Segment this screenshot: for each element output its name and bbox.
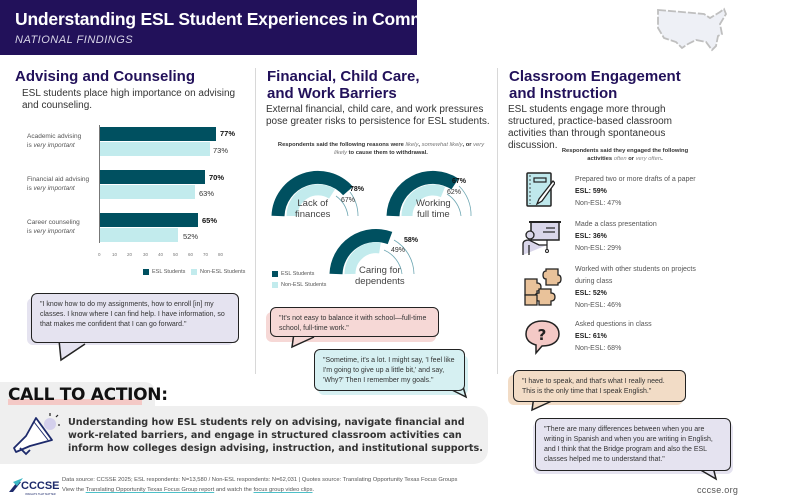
svg-text:CCCSE: CCCSE: [21, 480, 59, 492]
us-map-icon: [657, 7, 728, 52]
advising-description: ESL students place high importance on ad…: [22, 88, 236, 111]
megaphone-icon: [13, 413, 60, 456]
legend-non-esl: Non-ESL Students: [272, 282, 326, 288]
donut-esl-value: 58%: [404, 237, 419, 244]
cta-title: CALL TO ACTION:: [8, 385, 168, 405]
column-divider: [255, 68, 256, 374]
activity-drafts: Prepared two or more drafts of a paper E…: [575, 176, 696, 207]
footer-source: Data source: CCSSE 2025; ESL respondents…: [62, 477, 458, 493]
axis-tick: 60: [188, 252, 194, 257]
donut-esl-value: 78%: [350, 186, 365, 193]
speech-tail: [58, 340, 86, 362]
cccse-logo[interactable]: CCCSE INSIGHTS THAT MATTER: [7, 476, 59, 496]
barriers-title: Financial, Child Care, and Work Barriers: [267, 68, 420, 102]
page-subtitle: NATIONAL FINDINGS: [15, 34, 134, 46]
bar-esl-career: [100, 213, 198, 227]
advising-title: Advising and Counseling: [15, 68, 196, 85]
donut-label: Lack of finances: [295, 198, 331, 220]
svg-text:?: ?: [538, 326, 547, 344]
cta-highlight: [8, 399, 142, 405]
donut-working-full-time: [386, 170, 472, 217]
axis-tick: 70: [203, 252, 209, 257]
donut-caring-for-dependents: [329, 228, 415, 275]
bar-esl-academic: [100, 127, 216, 141]
donut-non-esl-value: 67%: [341, 197, 356, 204]
presentation-icon: [522, 221, 561, 255]
classroom-note: Respondents said they engaged the follow…: [561, 148, 689, 162]
bar-value: 73%: [213, 146, 229, 155]
axis-tick: 0: [98, 252, 101, 257]
bar-value: 52%: [183, 232, 199, 241]
bar-label-financial-aid: Financial aid advising is very important: [27, 176, 90, 192]
axis-tick: 10: [112, 252, 118, 257]
bar-value: 77%: [220, 129, 236, 138]
classroom-quote-1: "I have to speak, and that's what I real…: [513, 370, 686, 402]
legend-non-esl: Non-ESL Students: [191, 269, 245, 275]
barriers-note: Respondents said the following reasons w…: [277, 142, 485, 156]
report-link[interactable]: Translating Opportunity Texas Focus Grou…: [85, 487, 215, 493]
axis-tick: 50: [173, 252, 179, 257]
axis-tick: 30: [143, 252, 149, 257]
donut-non-esl-value: 62%: [447, 189, 462, 196]
bar-value: 63%: [199, 189, 215, 198]
cta-panel: [0, 406, 488, 464]
column-divider: [497, 68, 498, 374]
question-bubble-icon: ?: [525, 320, 560, 355]
bar-non-esl-financial-aid: [100, 185, 195, 199]
cta-text: Understanding how ESL students rely on a…: [68, 417, 483, 454]
donut-lack-of-finances: [271, 170, 359, 217]
donut-label: Working full time: [416, 198, 451, 220]
bar-esl-financial-aid: [100, 170, 205, 184]
bar-non-esl-career: [100, 228, 178, 242]
legend-esl: ESL Students: [272, 271, 314, 277]
axis-tick: 40: [158, 252, 164, 257]
video-clips-link[interactable]: focus group video clips: [253, 487, 313, 493]
legend-swatch: [143, 269, 149, 275]
puzzle-icon: [524, 268, 562, 306]
chart-axis: [99, 125, 100, 243]
donut-non-esl-value: 49%: [391, 247, 406, 254]
classroom-description: ESL students engage more through structu…: [508, 104, 672, 151]
classroom-title: Classroom Engagement and Instruction: [509, 68, 681, 102]
barriers-quote-2: "Sometime, it's a lot. I might say, 'I f…: [314, 349, 465, 391]
header-banner: Understanding ESL Student Experiences in…: [0, 0, 543, 55]
barriers-description: External financial, child care, and work…: [266, 104, 490, 127]
bar-label-academic: Academic advising is very important: [27, 133, 82, 149]
donut-label: Caring for dependents: [355, 265, 405, 287]
classroom-quote-2: "There are many differences between when…: [535, 418, 731, 471]
barriers-quote-1: "It's not easy to balance it with school…: [270, 307, 439, 337]
page-title: Understanding ESL Student Experiences in…: [15, 9, 543, 29]
donut-esl-value: 67%: [452, 178, 467, 185]
site-url[interactable]: cccse.org: [697, 485, 739, 495]
bar-label-career: Career counseling is very important: [27, 219, 80, 235]
notebook-pencil-icon: [526, 172, 555, 207]
axis-tick: 80: [218, 252, 224, 257]
activity-questions: Asked questions in class ESL: 61% Non-ES…: [575, 321, 652, 352]
bar-value: 65%: [202, 216, 218, 225]
svg-text:INSIGHTS THAT MATTER: INSIGHTS THAT MATTER: [25, 492, 56, 496]
legend-esl: ESL Students: [143, 269, 185, 275]
advising-quote: "I know how to do my assignments, how to…: [31, 293, 239, 343]
axis-tick: 20: [127, 252, 133, 257]
activity-presentation: Made a class presentation ESL: 36% Non-E…: [575, 221, 657, 252]
bar-non-esl-academic: [100, 142, 210, 156]
bar-value: 70%: [209, 173, 225, 182]
activity-group-projects: Worked with other students on projects d…: [575, 266, 696, 309]
legend-swatch: [191, 269, 197, 275]
